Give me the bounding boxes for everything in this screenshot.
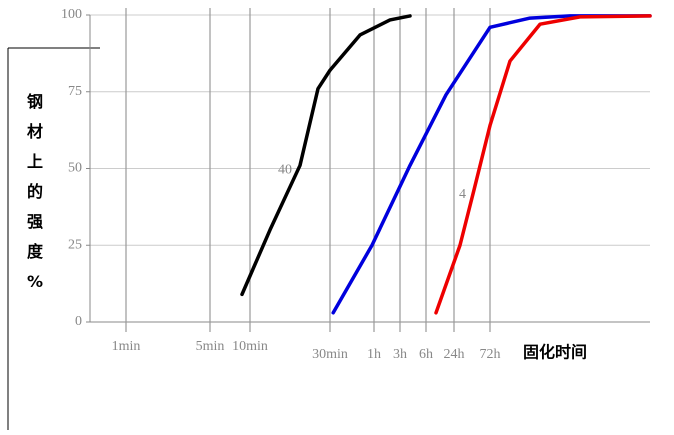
y-tick-label: 100 [61, 7, 82, 22]
x-tick-label: 1min [112, 339, 141, 354]
x-tick-label: 72h [480, 347, 501, 362]
y-axis-label: 钢材上的强度% [27, 92, 44, 291]
y-tick-label: 50 [68, 161, 82, 176]
line-series [331, 14, 652, 315]
x-tick-label: 24h [444, 347, 465, 362]
x-tick-label: 1h [367, 347, 381, 362]
x-axis-label: 固化时间 [523, 343, 587, 362]
line-series [240, 14, 412, 297]
x-tick-label: 30min [312, 347, 348, 362]
series-label: 40 [278, 163, 292, 178]
y-tick-label: 75 [68, 84, 82, 99]
x-tick-label: 6h [419, 347, 433, 362]
y-tick-label: 0 [75, 314, 82, 329]
series-label: 4 [459, 187, 466, 202]
x-tick-label: 3h [393, 347, 407, 362]
line-series [434, 14, 652, 315]
y-tick-label: 25 [68, 237, 82, 252]
x-tick-label: 10min [232, 339, 268, 354]
x-tick-label: 5min [196, 339, 225, 354]
frame [7, 47, 100, 430]
